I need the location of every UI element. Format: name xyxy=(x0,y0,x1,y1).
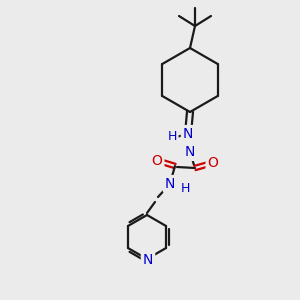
Text: O: O xyxy=(152,154,162,168)
Text: N: N xyxy=(185,145,195,159)
Text: H: H xyxy=(180,182,190,196)
Text: H: H xyxy=(167,130,177,143)
Text: N: N xyxy=(165,177,175,191)
Text: N: N xyxy=(183,127,193,141)
Text: N: N xyxy=(143,253,153,267)
Text: O: O xyxy=(208,156,218,170)
